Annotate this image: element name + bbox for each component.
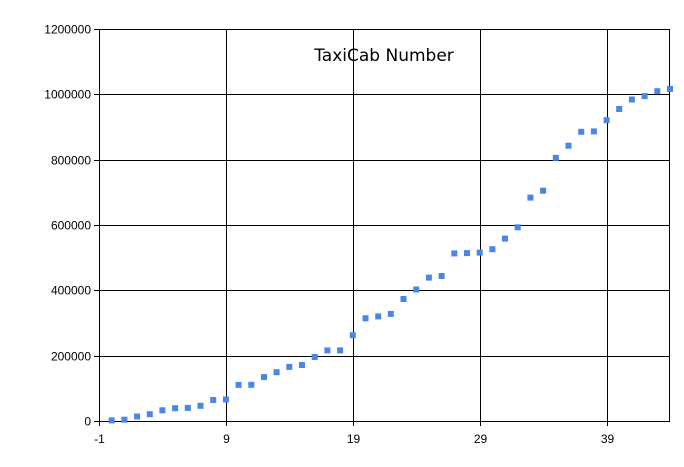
data-point bbox=[540, 187, 547, 194]
x-tick-label: 39 bbox=[601, 432, 615, 446]
data-point bbox=[311, 354, 318, 360]
data-point bbox=[362, 315, 369, 322]
data-point bbox=[159, 407, 166, 414]
data-point bbox=[489, 246, 496, 253]
data-point bbox=[197, 402, 204, 409]
data-point bbox=[628, 96, 635, 103]
data-points bbox=[108, 85, 673, 424]
data-point bbox=[616, 106, 623, 112]
data-point bbox=[184, 404, 191, 411]
data-point bbox=[273, 369, 280, 376]
x-tick-label: 19 bbox=[347, 432, 361, 446]
y-tick-label: 400000 bbox=[51, 284, 91, 298]
y-tick-label: 200000 bbox=[51, 350, 91, 364]
y-tick-label: 600000 bbox=[51, 219, 91, 233]
data-point bbox=[121, 416, 128, 423]
data-point bbox=[400, 296, 407, 302]
chart-title: TaxiCab Number bbox=[313, 46, 454, 66]
data-point bbox=[337, 347, 344, 354]
data-point bbox=[438, 273, 445, 279]
x-tick-label: -1 bbox=[94, 432, 105, 446]
data-point bbox=[552, 154, 559, 161]
data-point bbox=[502, 235, 508, 242]
data-point bbox=[108, 417, 115, 424]
data-point bbox=[387, 310, 394, 317]
data-point bbox=[464, 250, 470, 257]
y-tick-label: 1200000 bbox=[44, 23, 91, 37]
data-point bbox=[146, 411, 153, 418]
data-point bbox=[641, 93, 648, 100]
data-point bbox=[425, 274, 432, 281]
x-tick-label: 9 bbox=[223, 432, 230, 446]
data-point bbox=[578, 128, 585, 135]
data-point bbox=[324, 347, 331, 354]
data-point bbox=[413, 286, 420, 293]
data-point bbox=[667, 85, 673, 92]
data-point bbox=[476, 249, 483, 256]
y-tick-label: 800000 bbox=[51, 154, 91, 168]
data-point bbox=[590, 128, 597, 135]
data-point bbox=[603, 117, 610, 124]
data-point bbox=[654, 88, 661, 95]
x-tick-label: 29 bbox=[474, 432, 488, 446]
data-point bbox=[172, 405, 179, 412]
data-point bbox=[222, 396, 229, 403]
data-point bbox=[451, 250, 458, 257]
data-point bbox=[210, 397, 217, 403]
y-tick-label: 0 bbox=[84, 415, 91, 429]
data-point bbox=[349, 332, 356, 339]
data-point bbox=[375, 313, 382, 320]
axes bbox=[94, 29, 670, 426]
data-point bbox=[299, 362, 305, 368]
data-point bbox=[565, 142, 572, 149]
data-point bbox=[514, 224, 521, 231]
plot-border bbox=[99, 29, 670, 422]
data-point bbox=[286, 363, 293, 370]
y-tick-label: 1000000 bbox=[44, 88, 91, 102]
data-point bbox=[248, 381, 255, 388]
data-point bbox=[235, 381, 242, 388]
data-point bbox=[261, 374, 267, 381]
tick-labels: 0 200000 400000 600000 800000 1000000 1200000 -… bbox=[44, 23, 614, 447]
data-point bbox=[134, 413, 141, 420]
data-point bbox=[527, 194, 534, 201]
